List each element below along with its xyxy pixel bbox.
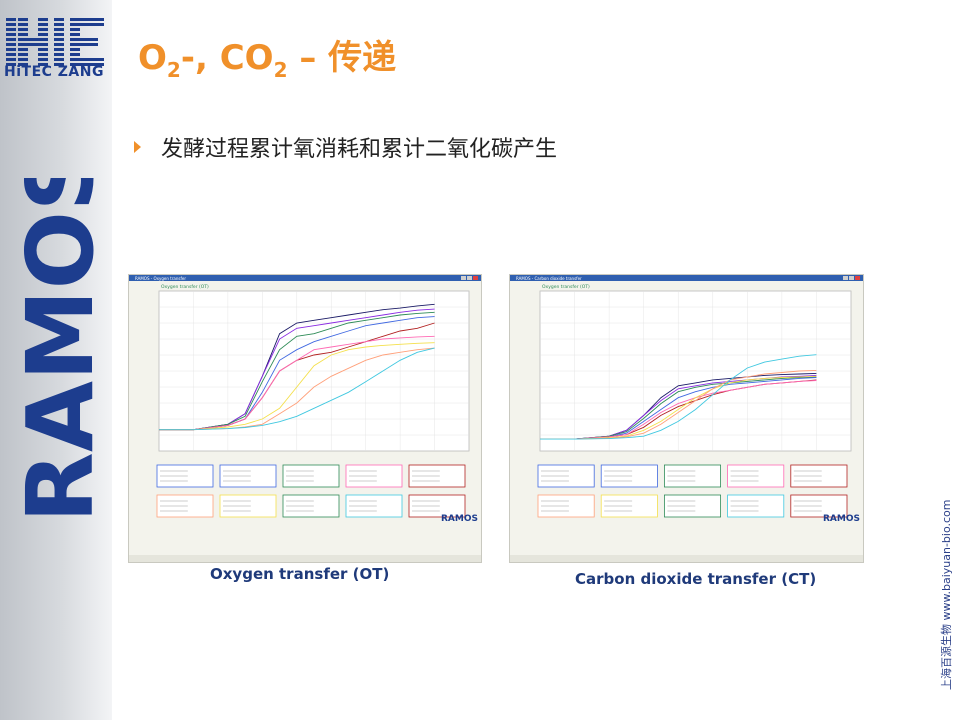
- vertical-credit: 上海百源生物 www.baiyuan-bio.com: [940, 499, 953, 690]
- hitec-zang-logo: [6, 18, 104, 66]
- oxygen-transfer-screenshot: RAMOS - Oxygen transfer Oxygen transfer (…: [128, 274, 482, 563]
- status-bar: [129, 555, 481, 562]
- bullet-arrow-icon: [134, 141, 141, 153]
- ramos-footer-logo: RAMOS: [441, 514, 478, 524]
- window-title: RAMOS - Carbon dioxide transfer: [516, 276, 582, 281]
- ramos-footer-logo: RAMOS: [823, 514, 860, 524]
- series-line-9: [159, 347, 435, 431]
- window-titlebar: [510, 275, 863, 281]
- window-control-icon: [461, 276, 466, 280]
- chart-title: Oxygen transfer (OT): [161, 284, 209, 290]
- chart-title: Oxygen transfer (OT): [542, 284, 590, 290]
- left-sidebar: HiTEC ZANG RAMOS: [0, 0, 112, 720]
- window-control-icon: [849, 276, 854, 280]
- ramos-logo-text: RAMOS: [12, 178, 102, 523]
- status-bar: [510, 555, 863, 562]
- bullet-text: 发酵过程累计氧消耗和累计二氧化碳产生: [161, 137, 558, 162]
- oxygen-transfer-chart: RAMOS - Oxygen transfer Oxygen transfer (…: [129, 275, 481, 562]
- carbon-dioxide-transfer-screenshot: RAMOS - Carbon dioxide transfer Oxygen tr…: [509, 274, 864, 563]
- window-titlebar: [129, 275, 481, 281]
- caption-carbon-dioxide-transfer: Carbon dioxide transfer (CT): [575, 570, 817, 588]
- series-line-3: [159, 311, 435, 431]
- ramos-vertical-logo: RAMOS: [12, 178, 102, 523]
- window-control-icon: [473, 276, 478, 280]
- series-line-7: [540, 375, 817, 440]
- window-control-icon: [467, 276, 472, 280]
- series-line-8: [540, 369, 817, 440]
- window-title: RAMOS - Oxygen transfer: [135, 276, 186, 281]
- slide-title: O2-, CO2 – 传递: [138, 38, 397, 82]
- window-control-icon: [843, 276, 848, 280]
- series-line-7: [159, 342, 435, 431]
- series-line-3: [540, 376, 817, 440]
- window-control-icon: [855, 276, 860, 280]
- logo-text: HiTEC ZANG: [4, 64, 104, 80]
- bullet-item: 发酵过程累计氧消耗和累计二氧化碳产生: [134, 132, 557, 162]
- carbon-dioxide-transfer-chart: RAMOS - Carbon dioxide transfer Oxygen tr…: [510, 275, 863, 562]
- series-line-6: [159, 335, 435, 431]
- series-line-4: [540, 377, 817, 440]
- series-line-2: [159, 308, 435, 431]
- series-line-9: [540, 354, 817, 440]
- caption-oxygen-transfer: Oxygen transfer (OT): [210, 565, 390, 583]
